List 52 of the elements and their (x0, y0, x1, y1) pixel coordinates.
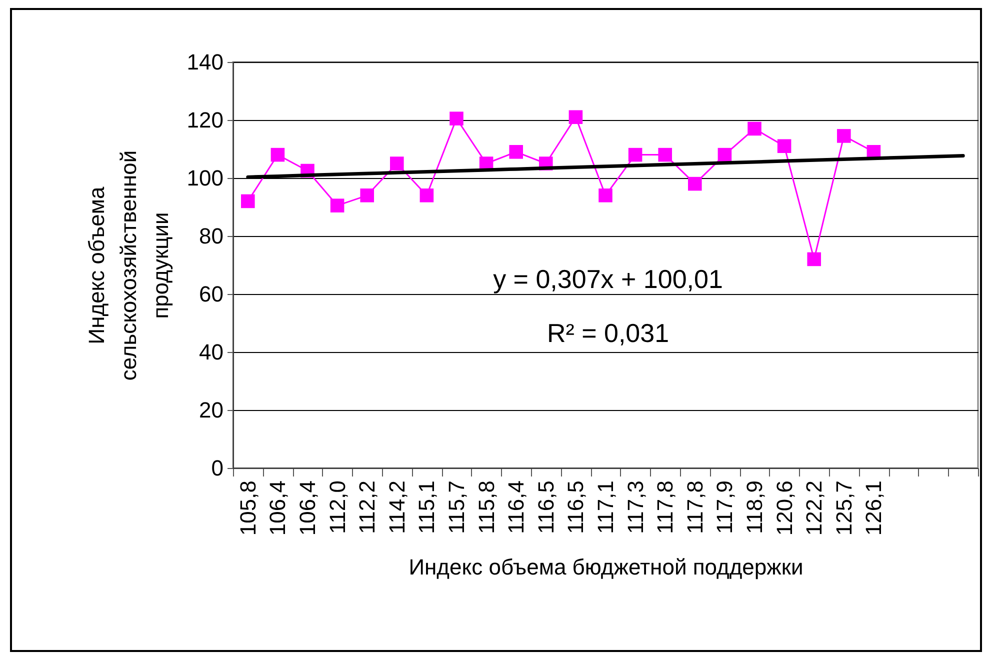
x-tick-label: 116,5 (533, 480, 558, 534)
point (807, 252, 821, 266)
annotation: y = 0,307x + 100,01 (493, 264, 723, 294)
annotation: R² = 0,031 (546, 318, 670, 348)
point (241, 194, 255, 208)
x-tick-label: 117,9 (712, 480, 738, 534)
y-tick-label: 0 (211, 456, 224, 480)
x-tick-label: 117,8 (652, 480, 678, 534)
x-tick-label: 112,2 (354, 480, 380, 534)
point (837, 129, 851, 143)
x-tick-label: 117,3 (622, 480, 648, 534)
y-tick-label: 120 (186, 108, 224, 132)
y-tick-label: 100 (186, 166, 224, 190)
point (270, 148, 285, 162)
y-tick-label: 60 (199, 282, 224, 306)
y-tick-label: 140 (186, 50, 224, 74)
point (509, 145, 523, 159)
point (360, 188, 374, 202)
point (420, 188, 434, 202)
x-tick-label: 114,2 (384, 480, 410, 534)
x-tick-label: 106,4 (265, 480, 290, 536)
x-tick-label: 116,5 (563, 480, 588, 534)
x-tick-label: 126,1 (861, 480, 886, 536)
x-tick-label: 112,0 (324, 480, 350, 534)
x-tick-label: 117,1 (593, 480, 618, 534)
point (777, 139, 792, 153)
x-tick-label: 116,4 (504, 480, 529, 534)
point (390, 156, 404, 170)
point (598, 188, 612, 202)
x-tick-label: 118,9 (742, 480, 767, 534)
x-tick-label: 105,8 (235, 480, 260, 536)
point (748, 122, 762, 136)
point (628, 148, 642, 162)
y-tick-label: 80 (199, 224, 224, 248)
y-tick-label: 40 (199, 340, 224, 364)
x-tick-label: 117,8 (682, 480, 708, 534)
x-tick-label: 125,7 (831, 480, 856, 536)
point (568, 110, 583, 124)
point (450, 112, 464, 126)
x-tick-label: 122,2 (802, 480, 827, 536)
point (330, 198, 344, 212)
point (718, 148, 732, 162)
y-tick-label: 20 (199, 398, 224, 422)
x-tick-label: 115,1 (414, 480, 440, 534)
x-tick-label: 115,7 (444, 480, 469, 534)
y-axis-title: Индекс объема сельскохозяйственной продукции (84, 150, 173, 381)
x-tick-label: 120,6 (772, 480, 797, 536)
x-tick-label: 115,8 (474, 480, 499, 534)
x-tick-label: 106,4 (295, 480, 320, 536)
x-axis-title: Индекс объема бюджетной поддержки (408, 554, 804, 580)
point (658, 148, 672, 162)
point (688, 176, 702, 191)
